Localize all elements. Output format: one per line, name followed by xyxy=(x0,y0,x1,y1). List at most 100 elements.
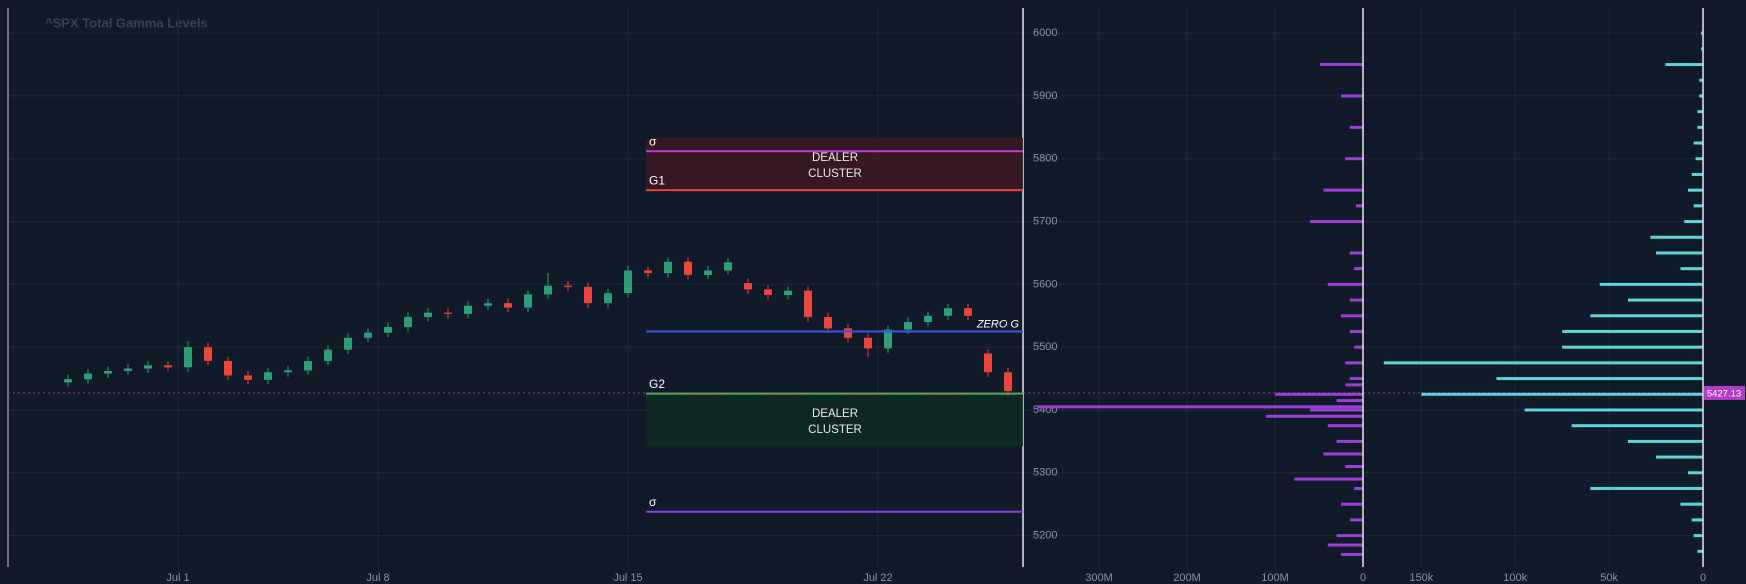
gamma-bar xyxy=(1319,63,1363,67)
gamma-bar xyxy=(1354,486,1363,490)
gamma-bar xyxy=(1697,110,1703,114)
x-tick-label: Jul 22 xyxy=(863,572,892,584)
gamma-bar xyxy=(1327,424,1363,428)
candle-body xyxy=(264,372,272,380)
x-tick-label: 100k xyxy=(1503,572,1527,584)
gamma-bar xyxy=(1699,94,1703,98)
gamma-bar xyxy=(1571,424,1703,428)
gamma-bar xyxy=(1345,383,1363,387)
gamma-bar xyxy=(1341,94,1363,98)
candle-body xyxy=(984,353,992,373)
gamma-bar xyxy=(1695,157,1703,161)
candle-body xyxy=(644,270,652,274)
cluster-label: CLUSTER xyxy=(808,168,862,180)
candle-body xyxy=(484,303,492,306)
candle-body xyxy=(184,347,192,368)
candle-body xyxy=(624,270,632,294)
cluster-label: DEALER xyxy=(812,152,858,164)
candle-body xyxy=(404,317,412,328)
last-price-box xyxy=(1704,385,1745,400)
gamma-bar xyxy=(1349,329,1363,333)
gamma-bar xyxy=(1562,329,1703,333)
gamma-bar xyxy=(1266,414,1363,418)
candle-body xyxy=(604,293,612,304)
gamma-bar xyxy=(1680,502,1703,506)
candle-body xyxy=(544,285,552,295)
candle-body xyxy=(924,315,932,323)
level-label: σ xyxy=(649,495,657,509)
gamma-bar xyxy=(1496,377,1703,381)
gamma-bar xyxy=(1699,78,1703,82)
gamma-bar xyxy=(1656,455,1703,459)
candle-body xyxy=(444,312,452,314)
gamma-bar xyxy=(1327,543,1363,547)
gamma-bar xyxy=(1680,267,1703,271)
candle-body xyxy=(964,308,972,316)
gamma-bar xyxy=(1349,377,1363,381)
level-label: G1 xyxy=(649,173,665,187)
gamma-bar xyxy=(1341,502,1363,506)
candle-body xyxy=(844,328,852,338)
gamma-bar xyxy=(1693,204,1703,208)
gamma-bar xyxy=(1037,405,1363,409)
candle-body xyxy=(524,294,532,308)
gamma-bar xyxy=(1341,314,1363,318)
gamma-bar xyxy=(1354,267,1363,271)
candle-body xyxy=(864,337,872,349)
x-tick-label: 0 xyxy=(1360,572,1366,584)
x-tick-label: 150k xyxy=(1409,572,1433,584)
y-tick-label: 5700 xyxy=(1033,215,1057,227)
candle-body xyxy=(84,373,92,380)
candle-body xyxy=(124,368,132,372)
candle-body xyxy=(1004,372,1012,392)
y-tick-label: 6000 xyxy=(1033,27,1057,39)
candle-body xyxy=(104,371,112,374)
gamma-bar xyxy=(1627,439,1703,443)
level-label: G2 xyxy=(649,377,665,391)
candle-body xyxy=(904,322,912,330)
last-price-label: 5427.13 xyxy=(1707,388,1741,399)
x-tick-label: Jul 15 xyxy=(613,572,642,584)
gamma-bar xyxy=(1656,251,1703,255)
gamma-bar xyxy=(1590,314,1703,318)
candle-body xyxy=(464,305,472,314)
gamma-bar xyxy=(1691,518,1703,522)
candle-body xyxy=(724,262,732,271)
candle-body xyxy=(224,360,232,376)
gamma-bar xyxy=(1327,282,1363,286)
y-tick-label: 5500 xyxy=(1033,341,1057,353)
gamma-bar xyxy=(1693,534,1703,538)
x-tick-label: 200M xyxy=(1173,572,1201,584)
gamma-bar xyxy=(1627,298,1703,302)
gamma-bar xyxy=(1665,63,1703,67)
candle-body xyxy=(164,365,172,368)
gamma-bar xyxy=(1275,392,1363,396)
gamma-bar xyxy=(1691,172,1703,176)
candle-body xyxy=(64,379,72,383)
gamma-bar xyxy=(1599,282,1703,286)
gamma-bar xyxy=(1323,188,1363,192)
gamma-bar xyxy=(1310,220,1363,224)
y-tick-label: 5300 xyxy=(1033,467,1057,479)
gamma-bar xyxy=(1590,486,1703,490)
gamma-bar xyxy=(1310,408,1363,412)
gamma-bar xyxy=(1701,47,1703,51)
candle-body xyxy=(244,375,252,380)
gamma-bar xyxy=(1693,141,1703,145)
x-tick-label: 100M xyxy=(1261,572,1289,584)
gamma-bar xyxy=(1349,251,1363,255)
gamma-bar xyxy=(1345,361,1363,365)
x-tick-label: 0 xyxy=(1700,572,1706,584)
gamma-bar xyxy=(1383,361,1703,365)
chart-title: ^SPX Total Gamma Levels xyxy=(45,15,208,30)
y-tick-label: 5600 xyxy=(1033,278,1057,290)
gamma-bar xyxy=(1697,125,1703,129)
candle-body xyxy=(504,303,512,308)
candle-body xyxy=(564,285,572,287)
candle-body xyxy=(384,327,392,333)
y-tick-label: 5800 xyxy=(1033,153,1057,165)
gamma-bar xyxy=(1697,549,1703,553)
